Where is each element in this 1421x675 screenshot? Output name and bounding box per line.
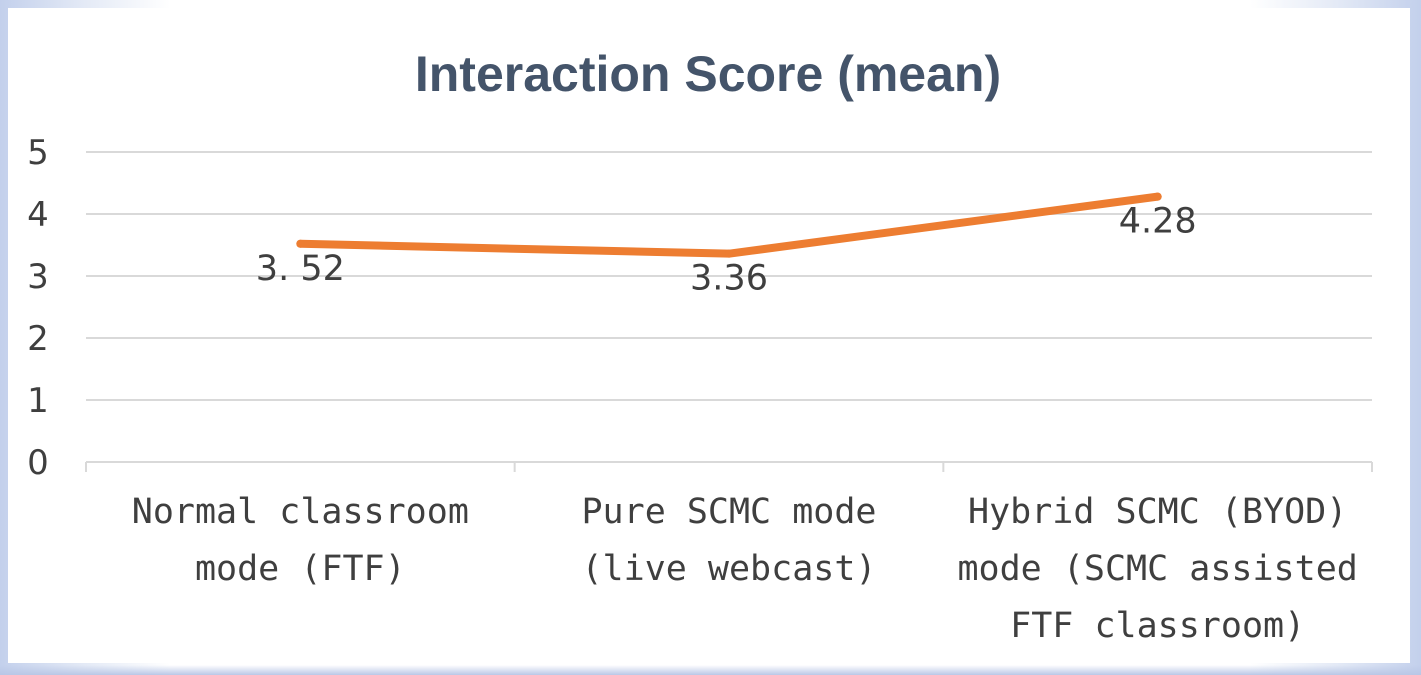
x-tick-label-line: Hybrid SCMC (BYOD) bbox=[968, 492, 1347, 532]
y-tick-label: 0 bbox=[27, 443, 49, 483]
data-label: 4.28 bbox=[1119, 202, 1197, 242]
chart-panel: Interaction Score (mean) 0 1 2 3 4 5 Normal c… bbox=[8, 8, 1410, 663]
y-tick-label: 3 bbox=[27, 257, 49, 297]
data-label: 3. 52 bbox=[256, 249, 345, 289]
y-tick-label: 4 bbox=[27, 195, 49, 235]
x-tick-label: Hybrid SCMC (BYOD) mode (SCMC assisted FTF… bbox=[957, 492, 1357, 646]
x-tick-label: Pure SCMC mode (live webcast) bbox=[581, 492, 876, 589]
y-tick-label: 5 bbox=[27, 133, 49, 173]
x-tick-label-line: Pure SCMC mode bbox=[581, 492, 876, 532]
x-tick-label-line: (live webcast) bbox=[581, 549, 876, 589]
line-chart: Interaction Score (mean) 0 1 2 3 4 5 Normal c… bbox=[27, 46, 1373, 646]
series-lines bbox=[296, 192, 1162, 258]
gridlines bbox=[86, 151, 1372, 401]
data-labels: 3. 52 3.36 4.28 bbox=[256, 202, 1197, 299]
data-point bbox=[725, 249, 733, 258]
data-point bbox=[296, 239, 305, 248]
x-axis bbox=[85, 461, 1373, 472]
y-axis-ticks: 0 1 2 3 4 5 bbox=[27, 133, 49, 483]
chart-title: Interaction Score (mean) bbox=[415, 46, 1001, 102]
series-line bbox=[296, 192, 1162, 258]
x-tick-label-line: mode (SCMC assisted bbox=[957, 549, 1357, 589]
x-axis-ticks: Normal classroom mode (FTF) Pure SCMC mode… bbox=[132, 492, 1358, 646]
x-tick-label-line: FTF classroom) bbox=[1010, 606, 1305, 646]
x-tick-label-line: mode (FTF) bbox=[195, 549, 406, 589]
y-tick-label: 2 bbox=[27, 319, 49, 359]
data-label: 3.36 bbox=[690, 259, 768, 299]
x-tick-label-line: Normal classroom bbox=[132, 492, 469, 532]
data-point bbox=[1153, 192, 1162, 201]
y-tick-label: 1 bbox=[27, 381, 49, 421]
x-tick-label: Normal classroom mode (FTF) bbox=[132, 492, 469, 589]
